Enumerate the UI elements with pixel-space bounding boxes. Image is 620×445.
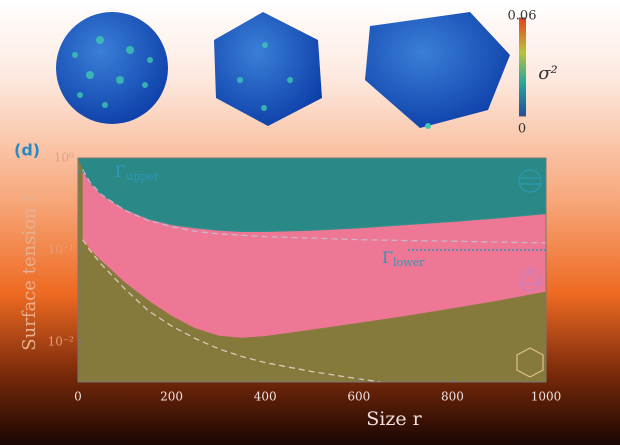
curve: [82, 169, 546, 244]
x-tick-label: 400: [254, 390, 277, 404]
annotation: Γupper: [115, 162, 160, 184]
colorbar-label: σ²: [538, 63, 558, 84]
colorbar-tick-label: 0: [518, 122, 526, 137]
x-tick-label: 1000: [531, 390, 562, 404]
colorbar-tick-label: 0.06: [508, 9, 537, 24]
colorbar: [519, 18, 526, 116]
y-tick-label: 10⁰: [54, 151, 74, 165]
annotation-subscript: lower: [393, 256, 425, 269]
x-tick-label: 600: [347, 390, 370, 404]
region: [78, 158, 546, 232]
curve: [82, 239, 546, 340]
y-tick-label: 10⁻¹: [48, 243, 74, 257]
annotation-symbol: Γ: [115, 162, 126, 181]
y-tick-label: 10⁻²: [48, 335, 75, 349]
panel-label: (d): [14, 141, 40, 160]
annotation: Γlower: [382, 248, 425, 270]
region: [82, 169, 546, 339]
shape-images: [56, 12, 510, 129]
plot-frame: [77, 157, 547, 383]
phase-icons: [516, 169, 544, 378]
y-axis-label: Surface tension Γ: [19, 189, 40, 351]
x-tick-label: 200: [160, 390, 183, 404]
x-axis-label: Size r: [366, 408, 422, 430]
annotation-subscript: upper: [126, 170, 160, 183]
x-tick-label: 0: [74, 390, 82, 404]
annotation-symbol: Γ: [382, 248, 393, 267]
x-tick-label: 800: [441, 390, 464, 404]
